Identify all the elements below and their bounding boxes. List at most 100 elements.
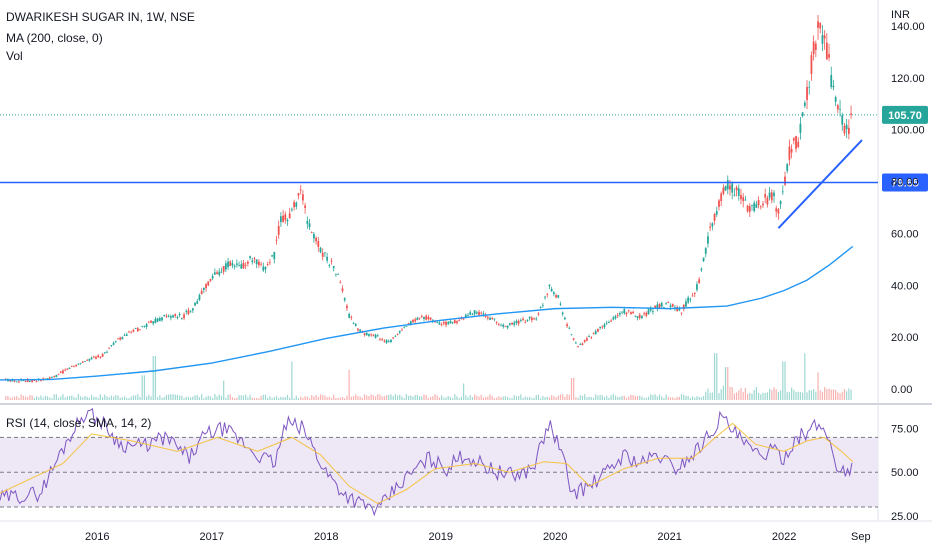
candle-body [641, 316, 643, 319]
volume-bar [79, 396, 82, 400]
candle-body [233, 265, 236, 267]
volume-bar [795, 392, 797, 400]
time-tick-label: 2018 [314, 531, 338, 543]
volume-bar [112, 396, 115, 400]
volume-bar [410, 395, 412, 400]
candle-body [603, 324, 606, 328]
volume-bar [13, 396, 16, 400]
candle-body [524, 321, 527, 323]
volume-bar [722, 385, 724, 400]
candle-body [288, 213, 291, 219]
volume-bar [522, 397, 524, 400]
candle-body [649, 308, 652, 311]
trendline [777, 139, 863, 229]
candle-body [619, 313, 621, 315]
volume-bar [368, 396, 370, 400]
candle-body [425, 315, 428, 320]
candle-body [117, 338, 119, 340]
volume-bar [264, 394, 267, 400]
volume-bar [366, 395, 368, 400]
volume-bar [372, 395, 374, 400]
volume-bar [346, 395, 348, 400]
volume-bar [229, 394, 231, 400]
volume-bar [425, 395, 427, 400]
candle-body [158, 318, 161, 321]
candle-body [786, 164, 789, 171]
volume-bar [137, 394, 139, 400]
candle-body [209, 279, 212, 281]
volume-bar [632, 395, 634, 400]
candle-body [632, 311, 635, 314]
candle-body [797, 141, 800, 147]
candle-body [321, 252, 324, 257]
volume-bar [553, 396, 555, 400]
price-tick-label: 40.00 [891, 280, 919, 292]
candle-body [759, 206, 762, 208]
volume-bar [16, 396, 18, 400]
volume-bar [654, 394, 656, 400]
candle-body [420, 315, 423, 317]
volume-bar [278, 398, 280, 400]
candle-body [224, 263, 227, 270]
candle-body [306, 220, 309, 224]
volume-bar [702, 396, 705, 400]
volume-bar [498, 396, 500, 400]
volume-bar [258, 398, 260, 400]
candle-body [471, 314, 474, 316]
volume-bar [297, 397, 300, 400]
candle-body [823, 35, 826, 39]
time-tick-label: 2019 [428, 531, 452, 543]
candle-body [346, 305, 348, 309]
volume-bar [282, 397, 284, 400]
candle-body [742, 197, 745, 201]
candle-body [423, 316, 425, 319]
volume-bar [35, 396, 38, 400]
volume-bar [179, 395, 181, 400]
candle-body [616, 315, 619, 316]
candle-body [592, 333, 595, 335]
candle-body [165, 315, 168, 317]
volume-bar [537, 394, 540, 400]
price-tick-label: 140.00 [891, 21, 925, 33]
volume-bar [214, 393, 216, 400]
candle-body [429, 317, 432, 320]
volume-bar [434, 393, 436, 400]
volume-bar [377, 394, 379, 400]
volume-bar [416, 394, 418, 400]
candle-body [123, 334, 126, 336]
candle-body [55, 374, 58, 378]
candle-body [70, 366, 73, 367]
volume-bar [55, 394, 57, 400]
candle-body [436, 321, 439, 323]
volume-bar [658, 394, 661, 400]
price-tick-label: 60.00 [891, 228, 919, 240]
volume-bar [302, 397, 304, 400]
candle-body [178, 313, 181, 316]
chart-title: DWARIKESH SUGAR IN, 1W, NSE [6, 10, 195, 24]
candle-body [737, 188, 740, 196]
candle-body [315, 237, 318, 242]
candle-body [176, 317, 179, 318]
candle-body [819, 22, 822, 29]
volume-bar [504, 396, 507, 400]
candle-body [533, 318, 535, 320]
volume-bar [73, 397, 75, 400]
candle-body [24, 380, 27, 382]
candle-body [623, 309, 626, 314]
candle-body [508, 323, 511, 325]
volume-bar [696, 396, 698, 400]
candle-body [357, 328, 359, 331]
volume-bar [379, 394, 381, 400]
volume-bar [815, 391, 817, 400]
volume-bar [192, 396, 194, 400]
candle-body [266, 264, 269, 265]
volume-bar [317, 396, 319, 400]
candle-body [275, 239, 278, 241]
candle-body [612, 317, 615, 320]
volume-bar [689, 398, 691, 400]
candle-body [517, 320, 520, 324]
candle-body [172, 315, 174, 318]
volume-bar [245, 394, 247, 400]
candle-body [268, 262, 271, 264]
candle-body [530, 317, 533, 321]
